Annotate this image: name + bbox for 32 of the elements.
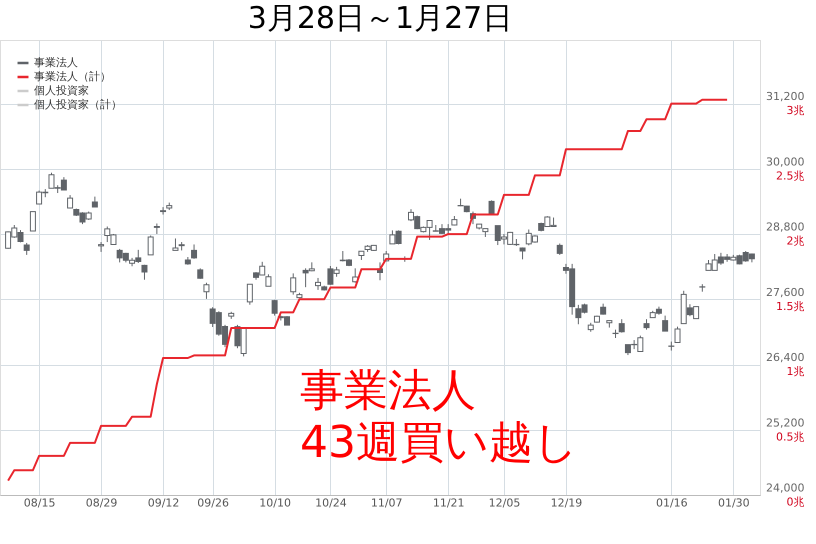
x-tick-label: 12/05 [488, 496, 520, 510]
x-tick-label: 11/21 [432, 496, 465, 510]
legend-label: 個人投資家（計） [34, 98, 122, 111]
y-tick-label: 27,600 [766, 286, 804, 299]
annotation: 事業法人 43週買い越し [300, 365, 578, 468]
y2-tick-label: 1兆 [786, 365, 804, 378]
y-tick-label: 31,200 [766, 90, 804, 104]
y-tick-label: 28,800 [766, 220, 804, 234]
x-tick-label: 10/10 [259, 496, 291, 510]
x-tick-label: 01/30 [718, 496, 750, 510]
y-tick-label: 30,000 [766, 155, 804, 168]
y-tick-label: 24,000 [766, 482, 804, 494]
y2-tick-label: 0.5兆 [776, 430, 804, 444]
x-tick-label: 10/24 [315, 496, 347, 510]
chart-title: 3月28日～1月27日 [248, 1, 512, 36]
y2-tick-label: 2兆 [786, 234, 804, 248]
x-tick-label: 09/26 [197, 496, 229, 510]
legend-label: 事業法人（計） [34, 70, 111, 83]
legend-label: 事業法人 [34, 56, 78, 69]
y2-tick-label: 3兆 [786, 104, 804, 118]
x-tick-label: 12/19 [550, 496, 582, 510]
x-tick-label: 11/07 [370, 496, 403, 510]
y-tick-label: 25,200 [766, 416, 804, 430]
y2-tick-label: 0兆 [786, 496, 804, 508]
x-tick-label: 09/12 [148, 496, 180, 510]
x-tick-label: 08/29 [86, 496, 118, 510]
y2-tick-label: 2.5兆 [776, 169, 804, 182]
y-tick-label: 26,400 [766, 351, 804, 364]
legend-label: 個人投資家 [34, 84, 89, 97]
x-tick-label: 01/16 [656, 496, 688, 510]
y2-tick-label: 1.5兆 [776, 300, 804, 313]
x-tick-label: 08/15 [24, 496, 56, 510]
